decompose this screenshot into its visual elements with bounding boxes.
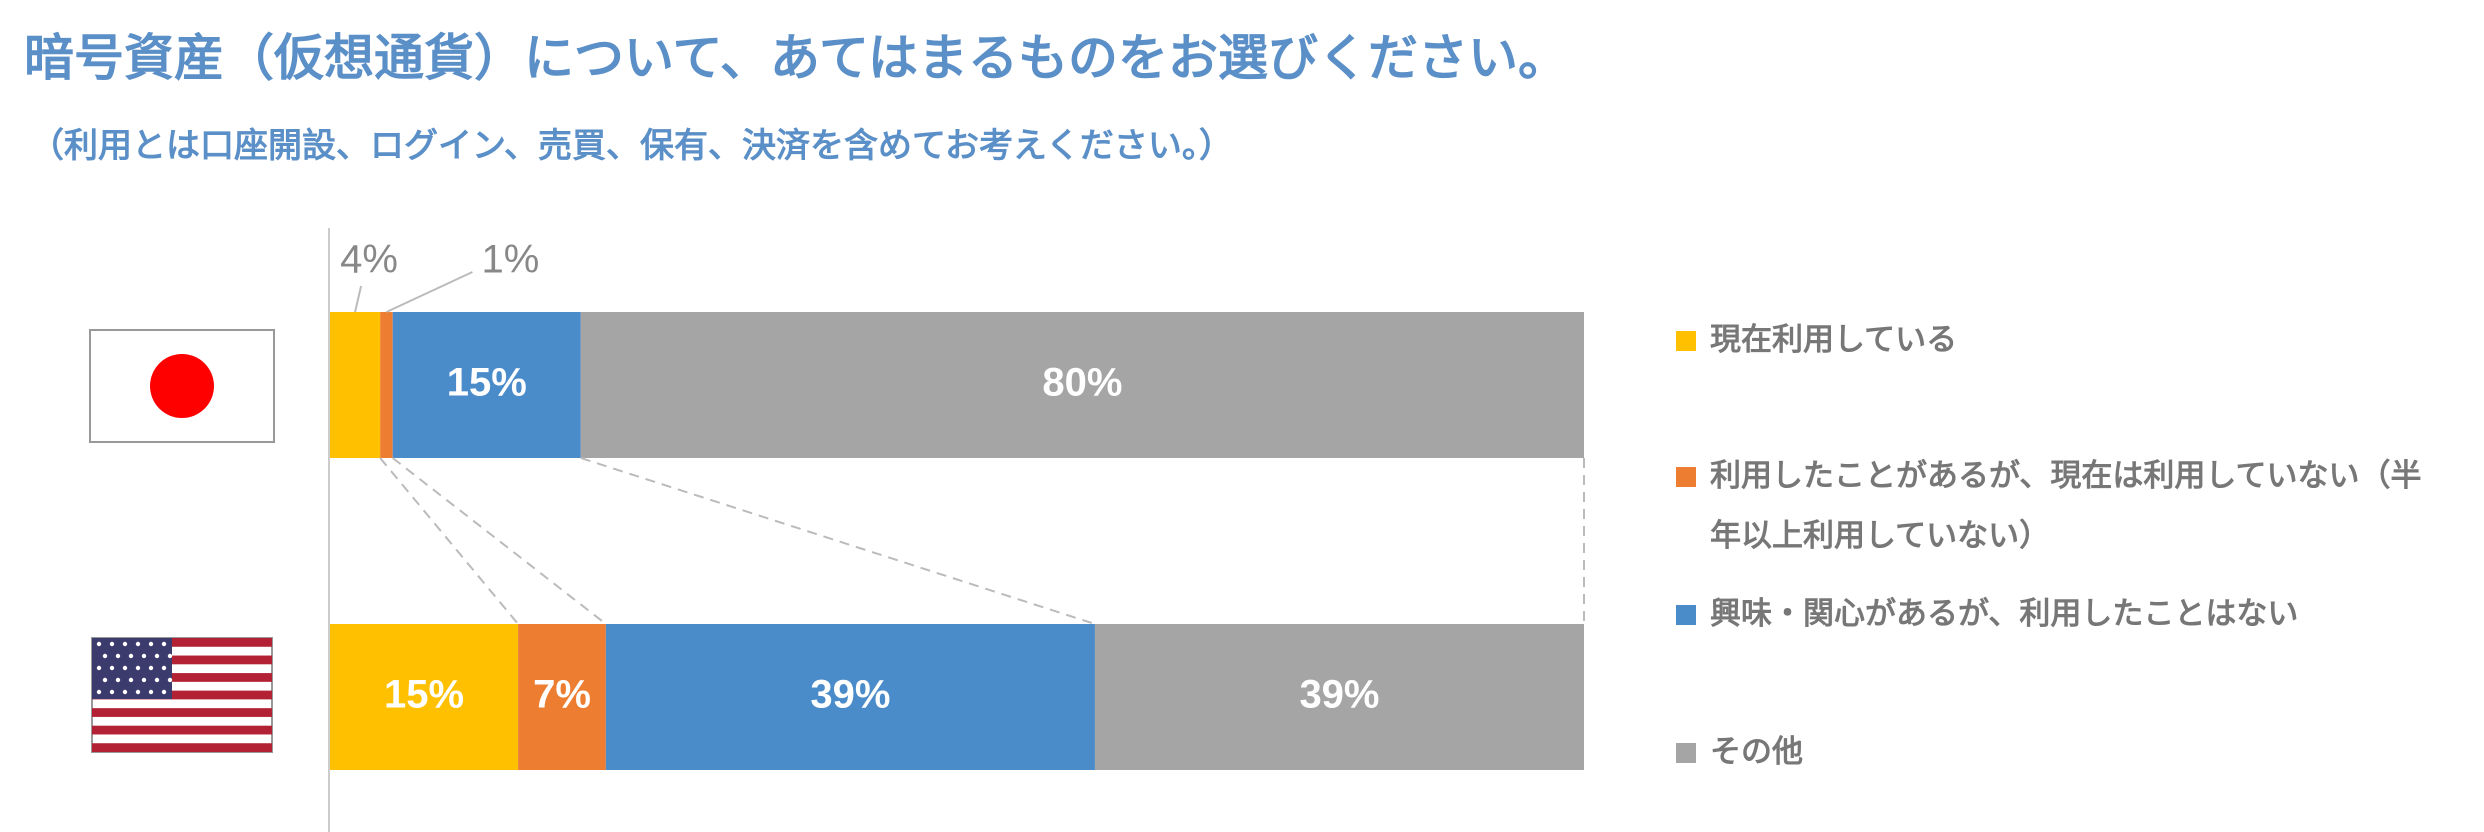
flag-star <box>109 689 115 695</box>
legend-label: 現在利用している <box>1710 322 1958 357</box>
flag-star <box>154 653 160 659</box>
data-label: 39% <box>810 673 890 717</box>
flag-star <box>96 641 102 647</box>
data-label: 4% <box>340 238 398 282</box>
legend-swatch <box>1676 743 1696 763</box>
legend-entry: 利用したことがあるが、現在は利用していない（半年以上利用していない） <box>1676 446 2430 566</box>
flag-star <box>135 641 141 647</box>
flag-star <box>115 677 121 683</box>
flag-stripe <box>92 708 272 717</box>
flag-star <box>122 689 128 695</box>
data-label: 7% <box>533 673 591 717</box>
chart-title: 暗号資産（仮想通貨）について、あてはまるものをお選びください。 <box>24 30 1568 86</box>
connector <box>392 457 607 625</box>
legend-entry: その他 <box>1676 722 2430 782</box>
flag-star <box>122 665 128 671</box>
leader-line <box>386 271 473 313</box>
data-label: 80% <box>1042 361 1122 405</box>
flag-stripe <box>92 743 272 752</box>
legend-label: 利用したことがあるが、現在は利用していない（半年以上利用していない） <box>1710 458 2422 553</box>
bar-segment <box>1094 624 1584 770</box>
flag-star <box>161 665 167 671</box>
bar-segment <box>580 312 1584 458</box>
legend-label: 興味・関心があるが、利用したことはない <box>1710 596 2299 631</box>
legend-swatch <box>1676 331 1696 351</box>
flag-japan-disc <box>150 354 214 418</box>
connector <box>379 457 519 625</box>
leader-line <box>354 285 363 313</box>
bar-segment <box>518 624 606 770</box>
flag-star <box>167 677 173 683</box>
bar-segment <box>330 312 381 458</box>
flag-star <box>161 641 167 647</box>
flag-star <box>154 677 160 683</box>
bar-segment <box>605 624 1095 770</box>
flag-star <box>102 653 108 659</box>
flag-star <box>128 677 134 683</box>
chart-subtitle: （利用とは口座開設、ログイン、売買、保有、決済を含めてお考えください。） <box>30 127 1233 165</box>
flag-stripe <box>92 673 272 682</box>
flag-star <box>141 653 147 659</box>
flag-star <box>122 641 128 647</box>
flag-star <box>115 653 121 659</box>
data-label: 15% <box>384 673 464 717</box>
bar-segment <box>330 624 519 770</box>
flag-usa <box>91 637 273 753</box>
flag-stripe <box>92 638 272 647</box>
flag-star <box>102 677 108 683</box>
chart: 4% 1% 15% 80% 15% 7% 39% 39% <box>89 228 1585 832</box>
flag-stripe <box>92 725 272 735</box>
flag-star <box>109 641 115 647</box>
data-label: 15% <box>447 361 527 405</box>
flag-japan <box>89 329 275 443</box>
legend-swatch <box>1676 467 1696 487</box>
flag-star <box>141 677 147 683</box>
data-label: 1% <box>482 238 540 282</box>
flag-star <box>148 641 154 647</box>
legend-entry: 興味・関心があるが、利用したことはない <box>1676 584 2430 644</box>
flag-star <box>135 665 141 671</box>
flag-star <box>135 689 141 695</box>
legend-entry: 現在利用している <box>1676 310 2430 370</box>
legend-swatch <box>1676 605 1696 625</box>
flag-star <box>161 689 167 695</box>
flag-star <box>96 665 102 671</box>
flag-star <box>148 665 154 671</box>
bar-segment <box>392 312 581 458</box>
flag-star <box>167 653 173 659</box>
flag-star <box>148 689 154 695</box>
bar-segment <box>380 312 393 458</box>
connector <box>580 457 1096 625</box>
flag-star <box>109 665 115 671</box>
flag-stripe <box>92 690 272 700</box>
flag-star <box>128 653 134 659</box>
flag-star <box>96 689 102 695</box>
flag-stripe <box>92 655 272 665</box>
data-label: 39% <box>1299 673 1379 717</box>
legend-label: その他 <box>1710 734 1803 769</box>
